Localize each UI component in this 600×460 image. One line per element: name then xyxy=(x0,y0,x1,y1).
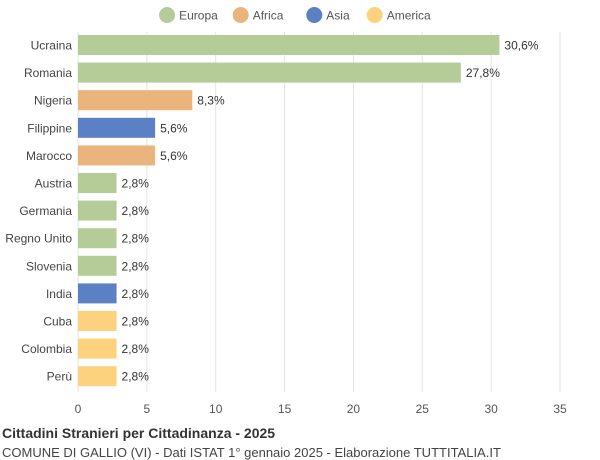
x-tick-label: 20 xyxy=(347,402,361,416)
bar xyxy=(78,366,117,387)
bar xyxy=(78,173,117,193)
bar xyxy=(78,200,117,221)
x-tick-label: 15 xyxy=(278,402,292,416)
value-label: 2,8% xyxy=(122,287,150,301)
bar xyxy=(78,228,117,249)
bar xyxy=(78,35,500,55)
x-tick-label: 30 xyxy=(484,402,498,416)
category-label: Ucraina xyxy=(31,39,73,53)
x-tick-label: 35 xyxy=(553,402,567,416)
legend-marker-asia xyxy=(306,7,323,23)
x-tick-label: 0 xyxy=(75,402,82,416)
category-label: Marocco xyxy=(26,149,72,163)
legend-marker-america xyxy=(366,7,383,23)
category-label: Filippine xyxy=(27,121,72,135)
value-label: 2,8% xyxy=(122,342,150,356)
legend-label-asia: Asia xyxy=(326,9,350,23)
category-label: India xyxy=(46,287,72,301)
chart-title: Cittadini Stranieri per Cittadinanza - 2… xyxy=(2,425,276,441)
bar xyxy=(78,117,156,138)
value-label: 5,6% xyxy=(160,149,188,163)
legend-label-europa: Europa xyxy=(179,9,218,23)
bar xyxy=(78,90,193,111)
value-labels: 30,6% 27,8% 8,3% 5,6% 5,6% 2,8% 2,8% 2,8% 2,8% 2,… xyxy=(122,39,539,384)
value-label: 2,8% xyxy=(122,370,150,384)
value-label: 2,8% xyxy=(122,177,150,191)
x-tick-label: 5 xyxy=(144,402,151,416)
value-label: 5,6% xyxy=(160,121,188,135)
legend: Europa Africa Asia America xyxy=(159,7,431,23)
category-label: Perù xyxy=(47,370,72,384)
x-axis: 0 5 10 15 20 25 30 35 xyxy=(75,402,567,416)
bar xyxy=(78,338,117,359)
bar xyxy=(78,255,117,276)
legend-marker-africa xyxy=(232,7,249,23)
chart-subtitle: COMUNE DI GALLIO (VI) - Dati ISTAT 1° ge… xyxy=(2,445,501,460)
value-label: 2,8% xyxy=(122,315,150,329)
x-tick-label: 10 xyxy=(209,402,223,416)
bar-chart: Europa Africa Asia America Ucraina Romania Ni… xyxy=(5,7,567,416)
value-label: 2,8% xyxy=(122,204,150,218)
bar xyxy=(78,62,461,83)
x-tick-label: 25 xyxy=(416,402,430,416)
value-label: 2,8% xyxy=(122,259,150,273)
value-label: 2,8% xyxy=(122,232,150,246)
value-label: 27,8% xyxy=(466,66,500,80)
value-label: 8,3% xyxy=(197,94,225,108)
bar xyxy=(78,145,156,166)
bars xyxy=(78,35,500,387)
value-label: 30,6% xyxy=(504,39,538,53)
category-label: Regno Unito xyxy=(5,232,72,246)
legend-label-america: America xyxy=(387,9,431,23)
category-label: Slovenia xyxy=(26,259,72,273)
category-label: Germania xyxy=(19,204,72,218)
legend-marker-europa xyxy=(159,7,176,23)
category-label: Nigeria xyxy=(34,94,72,108)
category-label: Austria xyxy=(35,177,73,191)
bar xyxy=(78,283,117,304)
bar xyxy=(78,311,117,331)
category-label: Cuba xyxy=(43,315,72,329)
legend-label-africa: Africa xyxy=(253,9,284,23)
category-label: Romania xyxy=(24,66,72,80)
grid xyxy=(77,32,561,392)
category-labels: Ucraina Romania Nigeria Filippine Marocco Aus… xyxy=(5,39,72,384)
category-label: Colombia xyxy=(21,342,72,356)
